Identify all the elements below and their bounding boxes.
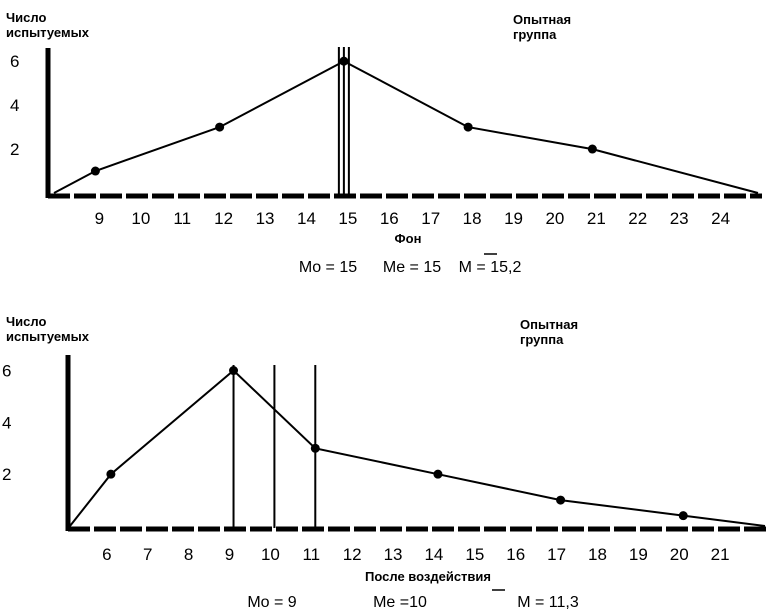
chart-1-xtick-label: 12 <box>214 209 233 228</box>
chart-2-ytick-label: 4 <box>2 413 11 432</box>
chart-1-xlabel: Фон <box>395 231 422 246</box>
chart-1-xtick-label: 14 <box>297 209 316 228</box>
chart-2-xtick-label: 16 <box>506 545 525 564</box>
chart-2-ytick-label: 2 <box>2 465 11 484</box>
chart-1-stat-mo: Mo = 15 <box>299 259 357 276</box>
chart-1-xtick-label: 23 <box>670 209 689 228</box>
chart-1-xtick-label: 9 <box>95 209 104 228</box>
chart-1-xtick-label: 20 <box>545 209 564 228</box>
chart-2-xtick-label: 13 <box>384 545 403 564</box>
chart-2-xtick-label: 9 <box>225 545 234 564</box>
chart-2-data-point <box>556 495 566 505</box>
chart-1-group-label-line2: группа <box>513 27 557 42</box>
chart-2-xtick-label: 15 <box>465 545 484 564</box>
chart-2-xtick-label: 17 <box>547 545 566 564</box>
chart-1-stat-me: Me = 15 <box>383 259 441 276</box>
chart-1-ylabel-line2: испытуемых <box>6 25 90 40</box>
chart-2-data-point <box>433 469 443 479</box>
chart-2-series-line <box>69 369 766 527</box>
chart-2-xtick-label: 11 <box>302 545 320 564</box>
chart-1-data-point <box>339 56 349 66</box>
chart-2-xtick-label: 14 <box>424 545 443 564</box>
chart-2-ylabel-line1: Число <box>6 314 46 329</box>
chart-1-stat-mean: M = 15,2 <box>459 259 522 276</box>
chart-2-ytick-label: 6 <box>2 362 11 381</box>
chart-1-ytick-label: 4 <box>10 96 19 115</box>
chart-2-xlabel: После воздействия <box>365 569 491 584</box>
chart-1-xtick-label: 17 <box>421 209 440 228</box>
chart-2-stat-mo: Mo = 9 <box>247 594 296 611</box>
chart-1-data-point <box>463 122 473 132</box>
chart-2-data-point <box>678 511 688 521</box>
chart-1-ytick-label: 6 <box>10 52 19 71</box>
chart-1-xtick-label: 24 <box>711 209 730 228</box>
chart-1-xtick-label: 15 <box>338 209 357 228</box>
chart-2-xtick-label: 7 <box>143 545 152 564</box>
chart-2-xtick-label: 6 <box>102 545 111 564</box>
chart-2-group-label-line2: группа <box>520 332 564 347</box>
chart-2-ylabel-line2: испытуемых <box>6 329 90 344</box>
chart-1-data-point <box>90 166 100 176</box>
chart-2-xtick-label: 20 <box>670 545 689 564</box>
chart-1-ylabel-line1: Число <box>6 10 46 25</box>
chart-2: Число испытуемых Опытная группа 2 4 6 6 7 8 9… <box>2 314 768 611</box>
chart-2-xtick-label: 12 <box>343 545 362 564</box>
chart-1-xtick-label: 16 <box>380 209 399 228</box>
chart-2-xtick-label: 21 <box>711 545 730 564</box>
chart-1-xtick-label: 21 <box>587 209 606 228</box>
chart-2-stat-mean: M = 11,3 <box>517 594 579 611</box>
chart-2-data-point <box>310 443 320 453</box>
chart-1-ytick-label: 2 <box>10 140 19 159</box>
chart-1: Число испытуемых Опытная группа 246 9 10 1… <box>6 10 762 276</box>
chart-1-data-point <box>587 144 597 154</box>
chart-1-series-line <box>53 60 759 194</box>
chart-1-xtick-label: 19 <box>504 209 523 228</box>
chart-2-stat-me: Me =10 <box>373 594 427 611</box>
chart-1-data-point <box>215 122 225 132</box>
chart-2-xtick-label: 10 <box>261 545 280 564</box>
chart-2-data-point <box>106 469 116 479</box>
chart-1-xtick-label: 18 <box>463 209 482 228</box>
chart-2-xtick-label: 19 <box>629 545 648 564</box>
chart-1-xtick-label: 10 <box>131 209 150 228</box>
chart-2-xtick-label: 8 <box>184 545 193 564</box>
chart-1-xtick-label: 13 <box>256 209 275 228</box>
chart-2-data-point <box>229 366 239 376</box>
chart-1-xtick-label: 22 <box>628 209 647 228</box>
chart-1-xtick-label: 11 <box>173 209 191 228</box>
chart-2-group-label-line1: Опытная <box>520 317 578 332</box>
chart-2-xtick-label: 18 <box>588 545 607 564</box>
chart-1-group-label-line1: Опытная <box>513 12 571 27</box>
